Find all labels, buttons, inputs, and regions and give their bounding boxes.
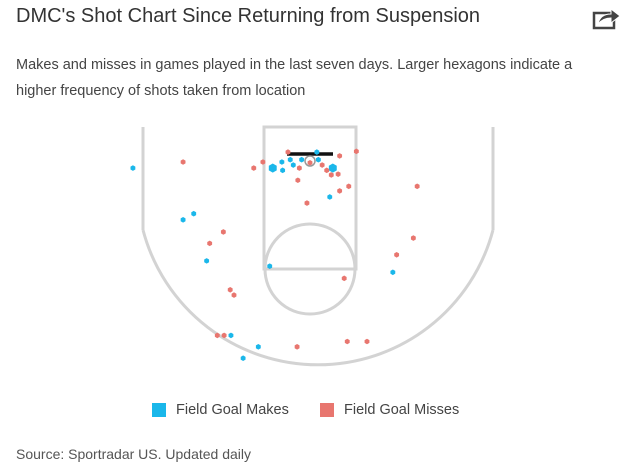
shot-hexagon [251, 165, 257, 171]
shot-hexagon [410, 235, 416, 241]
shot-hexagon [191, 210, 197, 217]
shot-hexagon [414, 183, 420, 190]
shot-hexagon [346, 183, 352, 190]
legend-swatch [320, 403, 334, 417]
shot-hexagon [290, 162, 296, 168]
shot-hexagon [319, 162, 325, 168]
shot-hexagon [240, 355, 246, 362]
shot-hexagon [335, 171, 341, 177]
shot-hexagon [279, 159, 285, 165]
shot-hexagon [328, 163, 337, 173]
shot-hexagon [268, 163, 277, 173]
shot-hexagon [337, 153, 343, 159]
shot-hexagon [353, 148, 359, 155]
shot-hexagon [341, 275, 347, 282]
shot-hexagon [221, 332, 227, 339]
shot-hexagon [327, 194, 333, 200]
shot-hexagon [315, 156, 321, 163]
shot-hexagon [130, 165, 136, 171]
share-icon[interactable] [592, 7, 621, 30]
shot-hexagon [214, 332, 220, 339]
free-throw-circle [263, 222, 357, 316]
shot-hexagon [220, 229, 226, 235]
shot-hexagon [364, 338, 370, 345]
shot-hexagon [390, 269, 396, 276]
shot-hexagon [337, 188, 343, 194]
legend-swatch [152, 403, 166, 417]
lane [262, 125, 358, 271]
legend-label: Field Goal Misses [344, 402, 459, 418]
shot-hexagon [294, 344, 300, 350]
shot-hexagon [328, 172, 334, 178]
legend-label: Field Goal Makes [176, 402, 289, 418]
shot-hexagon [344, 338, 350, 345]
shot-hexagon [255, 344, 261, 350]
shot-hexagon [280, 167, 286, 174]
hoop [304, 155, 316, 167]
shot-hexagon [285, 149, 291, 155]
chart-subtitle: Makes and misses in games played in the … [16, 57, 573, 99]
source-note: Source: Sportradar US. Updated daily [16, 446, 252, 462]
three-point-arc [141, 229, 495, 367]
shot-hexagon [287, 156, 293, 163]
shot-hexagon [295, 177, 301, 184]
chart-title: DMC's Shot Chart Since Returning from Su… [16, 5, 481, 27]
shot-hexagon [228, 332, 234, 339]
shot-hexagon [307, 159, 313, 166]
shot-hexagon [227, 286, 233, 293]
shot-hexagon [260, 159, 266, 165]
shot-hexagon [394, 251, 400, 258]
shot-hexagon [204, 258, 210, 264]
shot-hexagon [180, 216, 186, 223]
shot-hexagon [299, 156, 305, 163]
shot-hexagon [304, 200, 310, 206]
shot-hexagon [231, 292, 237, 298]
shot-hexagon [296, 165, 302, 171]
shot-hexagon [314, 149, 320, 155]
shot-hexagon [324, 167, 330, 174]
court [141, 125, 495, 367]
shot-hexagon [180, 159, 186, 165]
shot-hexagon [207, 240, 213, 247]
shot-hexagon [267, 263, 273, 269]
